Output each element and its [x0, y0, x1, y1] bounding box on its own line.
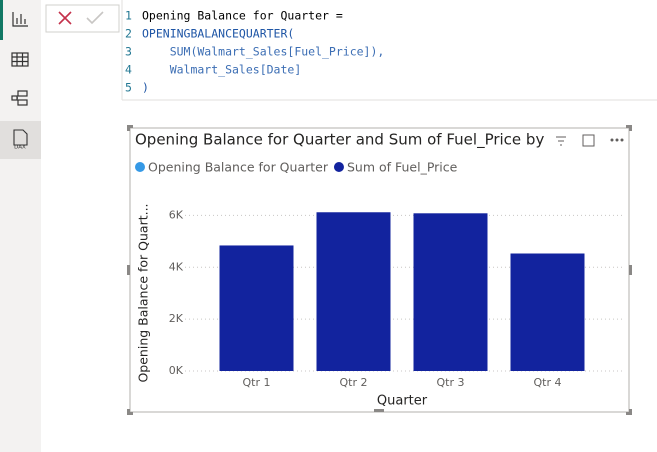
formula-buttons: [45, 4, 120, 33]
x-tick-label: Qtr 1: [243, 376, 271, 389]
code-editor[interactable]: 1 Opening Balance for Quarter = 2 OPENINGBA…: [125, 9, 384, 95]
y-tick-label: 0K: [169, 364, 184, 377]
report-icon[interactable]: [12, 12, 28, 27]
chart: Opening Balance for Quarter and Sum of F…: [135, 131, 625, 409]
legend-label: Sum of Fuel_Price: [347, 160, 458, 175]
cancel-button[interactable]: [58, 11, 72, 25]
legend-marker: [135, 162, 145, 172]
code-line: ): [142, 81, 149, 95]
y-axis-label: Opening Balance for Quart...: [136, 203, 151, 382]
table-icon[interactable]: [11, 52, 29, 67]
line-number: 4: [125, 63, 132, 77]
x-axis-label: Quarter: [377, 394, 428, 409]
line-number: 1: [125, 9, 132, 23]
y-tick-label: 6K: [169, 208, 184, 221]
dax-label: DAX: [14, 145, 26, 151]
y-tick-label: 2K: [169, 312, 184, 325]
chart-title: Opening Balance for Quarter and Sum of F…: [135, 131, 544, 150]
dax-icon: [13, 129, 28, 146]
bar: [219, 245, 294, 371]
dax-tab[interactable]: [0, 121, 41, 159]
code-line: SUM(Walmart_Sales[Fuel_Price]),: [142, 45, 384, 59]
line-number: 3: [125, 45, 132, 59]
legend-label: Opening Balance for Quarter: [148, 160, 329, 175]
model-icon[interactable]: [11, 90, 28, 106]
x-tick-label: Qtr 4: [534, 376, 562, 389]
code-line: Walmart_Sales[Date]: [142, 63, 301, 77]
bar: [413, 213, 488, 371]
x-tick-label: Qtr 3: [437, 376, 465, 389]
sidebar: [0, 0, 41, 452]
legend-marker: [333, 162, 344, 172]
commit-button[interactable]: [86, 11, 104, 25]
bar: [510, 253, 585, 371]
code-line: OPENINGBALANCEQUARTER(: [142, 27, 294, 41]
resize-handles: [127, 125, 632, 415]
y-tick-label: 4K: [169, 260, 184, 273]
bar: [316, 212, 391, 371]
line-number: 5: [125, 81, 132, 95]
x-tick-label: Qtr 2: [340, 376, 368, 389]
active-indicator: [0, 0, 3, 40]
line-number: 2: [125, 27, 132, 41]
visual-header-icons[interactable]: [556, 134, 624, 147]
code-line: Opening Balance for Quarter =: [142, 9, 343, 23]
